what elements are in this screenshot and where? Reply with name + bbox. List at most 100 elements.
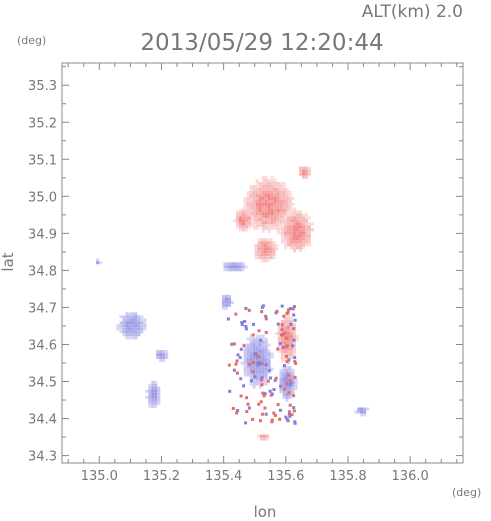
echo-cell: [246, 203, 250, 206]
echo-cell: [270, 206, 274, 209]
echo-north-lobe: [254, 238, 279, 263]
x-axis-label: lon: [254, 503, 277, 521]
echo-cell: [222, 303, 225, 307]
echo-cell: [258, 382, 262, 386]
echo-cell: [302, 243, 305, 247]
echo-cell: [252, 337, 256, 341]
echo-cell: [305, 175, 309, 179]
echo-cell: [261, 349, 265, 353]
echo-cell: [293, 243, 296, 247]
echo-cell: [290, 240, 293, 244]
echo-cell: [305, 172, 309, 176]
echo-cell: [284, 228, 287, 232]
echo-cell: [290, 219, 293, 223]
echo-cell: [267, 358, 271, 362]
echo-speckle-cell: [251, 370, 255, 374]
echo-cell: [258, 182, 262, 185]
echo-speckle-cell: [258, 361, 262, 364]
echo-cell: [261, 176, 265, 179]
echo-cell: [261, 358, 265, 362]
echo-cell: [252, 191, 256, 194]
echo-cell: [258, 191, 262, 194]
echo-cell: [283, 326, 287, 330]
echo-cell: [242, 219, 245, 223]
echo-cell: [151, 380, 155, 384]
echo-cell: [251, 216, 254, 220]
echo-cell: [128, 312, 132, 316]
echo-cell: [288, 197, 292, 200]
echo-cell: [264, 218, 268, 221]
echo-cell: [292, 335, 296, 339]
echo-cell: [273, 191, 277, 194]
echo-cell: [270, 221, 274, 224]
echo-speckle-cell: [246, 402, 250, 406]
echo-cell: [284, 246, 287, 250]
echo-cell: [242, 207, 245, 211]
echo-cell: [283, 329, 287, 333]
echo-cell: [264, 382, 268, 386]
echo-speckle-cell: [293, 375, 297, 379]
echo-cell: [282, 393, 286, 396]
echo-cell: [266, 241, 270, 245]
echo-cell: [249, 340, 253, 344]
echo-cell: [291, 384, 295, 387]
echo-cell: [282, 209, 286, 212]
echo-cell: [225, 300, 228, 304]
echo-cell: [288, 387, 292, 390]
echo-speckle-cell: [247, 308, 251, 312]
echo-speckle-cell: [239, 347, 243, 351]
echo-cell: [279, 191, 283, 194]
echo-cell: [264, 194, 268, 197]
echo-north-cap: [299, 166, 312, 179]
echo-cell: [140, 321, 144, 325]
echo-speckle-cell: [240, 323, 244, 327]
echo-cell: [283, 347, 287, 351]
echo-cell: [245, 219, 248, 223]
x-tick-label: 135.6: [267, 469, 304, 484]
echo-cell: [264, 352, 268, 356]
echo-cell: [243, 358, 247, 362]
echo-cell: [270, 203, 274, 206]
echo-cell: [293, 234, 296, 238]
echo-cell: [267, 361, 271, 365]
echo-cell: [302, 166, 306, 170]
echo-cell: [267, 209, 271, 212]
echo-cell: [291, 203, 295, 206]
echo-cell: [263, 238, 267, 242]
echo-cell: [269, 247, 273, 251]
echo-speckle-cell: [263, 392, 267, 396]
echo-cell: [272, 247, 276, 251]
echo-cell: [245, 216, 248, 220]
echo-cell: [243, 367, 247, 371]
echo-cell: [243, 206, 247, 209]
echo-cell: [131, 330, 135, 334]
echo-cell: [255, 343, 259, 347]
echo-cell: [302, 246, 305, 250]
echo-cell: [151, 392, 155, 396]
echo-cell: [290, 222, 293, 226]
echo-cell: [289, 320, 293, 324]
echo-cell: [279, 209, 283, 212]
echo-cell: [273, 209, 277, 212]
echo-cell: [252, 355, 256, 359]
echo-cell: [264, 367, 268, 371]
echo-cell: [246, 197, 250, 200]
echo-cell: [296, 231, 299, 235]
echo-cell: [252, 185, 256, 188]
echo-cell: [140, 318, 144, 322]
echo-cell: [264, 176, 268, 179]
echo-cell: [279, 185, 283, 188]
echo-cell: [261, 203, 265, 206]
echo-cell: [229, 265, 233, 269]
echo-speckle-cell: [236, 353, 240, 357]
echo-speckle-cell: [276, 403, 280, 407]
echo-cell: [122, 318, 126, 322]
echo-cell: [261, 367, 265, 371]
echo-cell: [249, 376, 253, 380]
echo-cell: [283, 317, 287, 321]
echo-cell: [249, 188, 253, 191]
echo-speckle-cell: [264, 314, 268, 318]
echo-cell: [252, 218, 256, 221]
echo-cell: [288, 396, 292, 399]
echo-cell: [264, 361, 268, 365]
